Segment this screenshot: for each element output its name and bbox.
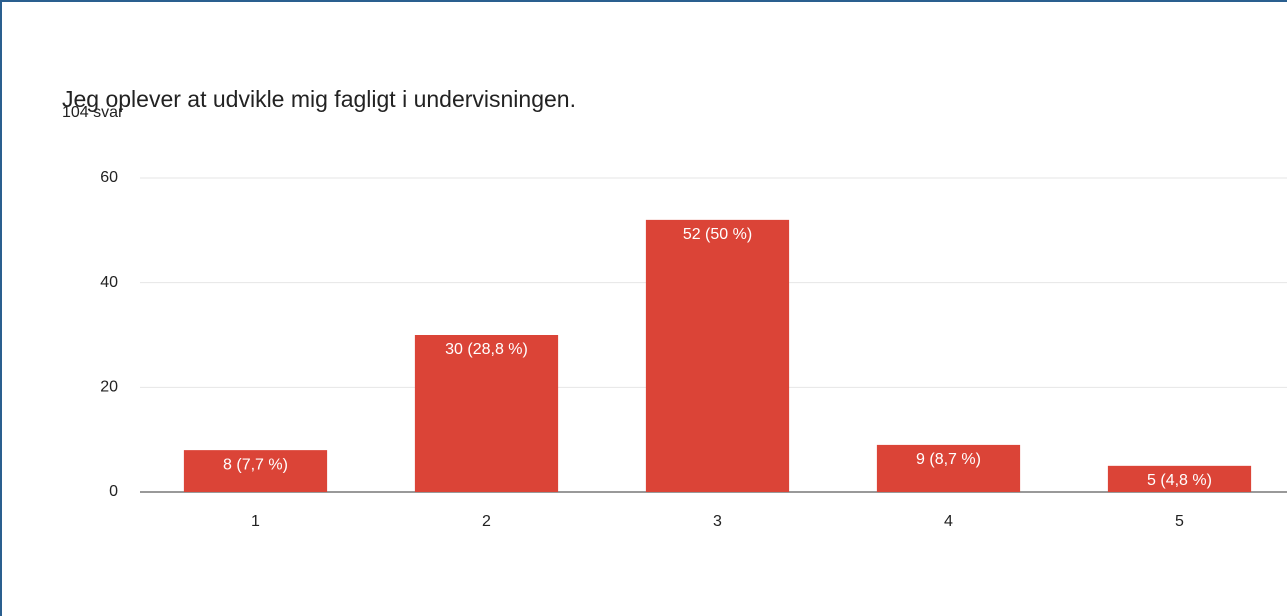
chart-title: Jeg oplever at udvikle mig fagligt i und… [62, 86, 576, 112]
data-label: 30 (28,8 %) [445, 341, 528, 358]
y-tick-label: 0 [109, 483, 118, 500]
chart-subtitle: 104 svar [62, 104, 124, 121]
bar [645, 219, 790, 492]
bar [876, 444, 1021, 492]
x-tick-label: 1 [251, 513, 260, 530]
data-label: 9 (8,7 %) [916, 451, 981, 468]
bar [1107, 465, 1252, 492]
x-tick-label: 2 [482, 513, 491, 530]
x-tick-label: 4 [944, 513, 953, 530]
x-tick-label: 5 [1175, 513, 1184, 530]
y-tick-label: 20 [100, 379, 118, 396]
data-label: 52 (50 %) [683, 226, 752, 243]
bar [414, 335, 559, 492]
data-label: 5 (4,8 %) [1147, 472, 1212, 489]
bar [183, 450, 328, 492]
x-tick-label: 3 [713, 513, 722, 530]
y-tick-label: 40 [100, 274, 118, 291]
data-label: 8 (7,7 %) [223, 456, 288, 473]
y-tick-label: 60 [100, 169, 118, 186]
